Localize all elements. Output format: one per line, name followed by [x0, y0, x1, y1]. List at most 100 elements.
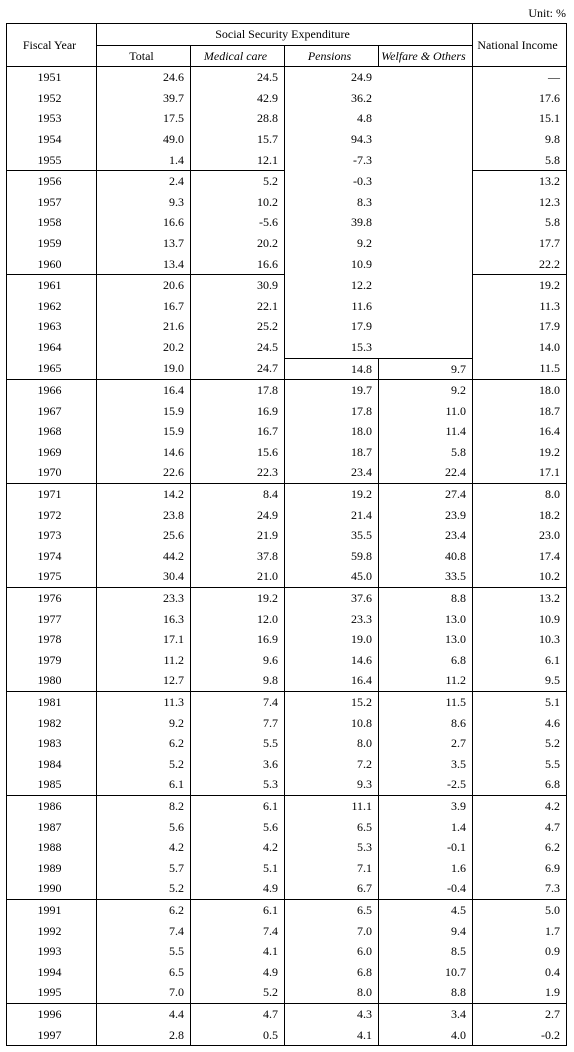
- cell-medical: 3.6: [191, 754, 285, 775]
- cell-welfare: 23.9: [379, 505, 473, 526]
- cell-pensions-merged: 15.3: [285, 337, 473, 358]
- cell-total: 8.2: [97, 795, 191, 816]
- cell-medical: 7.7: [191, 713, 285, 734]
- cell-welfare: 11.5: [379, 692, 473, 713]
- cell-year: 1961: [7, 275, 97, 296]
- cell-national-income: 1.9: [473, 982, 567, 1003]
- cell-medical: 17.8: [191, 380, 285, 401]
- cell-welfare: 3.4: [379, 1003, 473, 1024]
- cell-national-income: 17.4: [473, 546, 567, 567]
- cell-welfare: 10.7: [379, 962, 473, 983]
- cell-pensions: 6.7: [285, 878, 379, 899]
- cell-national-income: 18.7: [473, 401, 567, 422]
- cell-welfare: 11.0: [379, 401, 473, 422]
- cell-pensions: 23.4: [285, 462, 379, 483]
- cell-national-income: 6.8: [473, 774, 567, 795]
- cell-year: 1965: [7, 358, 97, 380]
- cell-national-income: 5.1: [473, 692, 567, 713]
- cell-national-income: 11.3: [473, 296, 567, 317]
- cell-national-income: 11.5: [473, 358, 567, 380]
- cell-year: 1987: [7, 817, 97, 838]
- cell-total: 39.7: [97, 88, 191, 109]
- cell-year: 1964: [7, 337, 97, 358]
- header-medical: Medical care: [191, 45, 285, 67]
- cell-welfare: 9.2: [379, 380, 473, 401]
- cell-welfare: 8.8: [379, 982, 473, 1003]
- cell-welfare: 13.0: [379, 629, 473, 650]
- cell-total: 16.7: [97, 296, 191, 317]
- cell-year: 1963: [7, 316, 97, 337]
- cell-national-income: 4.7: [473, 817, 567, 838]
- cell-year: 1994: [7, 962, 97, 983]
- cell-medical: 12.1: [191, 150, 285, 171]
- cell-pensions-merged: 9.2: [285, 233, 473, 254]
- cell-medical: 16.9: [191, 629, 285, 650]
- cell-year: 1973: [7, 525, 97, 546]
- cell-year: 1992: [7, 921, 97, 942]
- cell-pensions: 37.6: [285, 588, 379, 609]
- cell-medical: 4.7: [191, 1003, 285, 1024]
- cell-year: 1981: [7, 692, 97, 713]
- cell-pensions: 6.8: [285, 962, 379, 983]
- cell-national-income: 5.8: [473, 212, 567, 233]
- cell-national-income: 4.2: [473, 795, 567, 816]
- cell-pensions: 18.7: [285, 442, 379, 463]
- cell-pensions-merged: 12.2: [285, 275, 473, 296]
- cell-total: 6.1: [97, 774, 191, 795]
- cell-welfare: 13.0: [379, 609, 473, 630]
- cell-pensions: 11.1: [285, 795, 379, 816]
- cell-year: 1966: [7, 380, 97, 401]
- cell-total: 16.3: [97, 609, 191, 630]
- cell-welfare: 1.4: [379, 817, 473, 838]
- cell-year: 1986: [7, 795, 97, 816]
- cell-national-income: 5.8: [473, 150, 567, 171]
- cell-medical: 15.6: [191, 442, 285, 463]
- cell-year: 1983: [7, 733, 97, 754]
- cell-total: 5.6: [97, 817, 191, 838]
- cell-medical: 28.8: [191, 108, 285, 129]
- cell-pensions: 45.0: [285, 566, 379, 587]
- cell-total: 4.4: [97, 1003, 191, 1024]
- cell-welfare: 8.6: [379, 713, 473, 734]
- cell-total: 17.5: [97, 108, 191, 129]
- cell-national-income: 5.2: [473, 733, 567, 754]
- cell-medical: 37.8: [191, 546, 285, 567]
- cell-medical: 4.9: [191, 878, 285, 899]
- cell-total: 13.4: [97, 254, 191, 275]
- cell-national-income: 17.9: [473, 316, 567, 337]
- cell-medical: 10.2: [191, 192, 285, 213]
- cell-pensions: 8.0: [285, 982, 379, 1003]
- cell-national-income: 16.4: [473, 421, 567, 442]
- cell-year: 1995: [7, 982, 97, 1003]
- cell-medical: 42.9: [191, 88, 285, 109]
- cell-national-income: 17.1: [473, 462, 567, 483]
- cell-medical: 5.2: [191, 171, 285, 192]
- cell-national-income: 9.8: [473, 129, 567, 150]
- cell-total: 14.2: [97, 484, 191, 505]
- cell-pensions: 5.3: [285, 837, 379, 858]
- cell-pensions: 8.0: [285, 733, 379, 754]
- cell-national-income: 17.6: [473, 88, 567, 109]
- cell-medical: 22.1: [191, 296, 285, 317]
- cell-year: 1962: [7, 296, 97, 317]
- cell-pensions: 14.6: [285, 650, 379, 671]
- cell-medical: 25.2: [191, 316, 285, 337]
- cell-year: 1957: [7, 192, 97, 213]
- cell-total: 23.3: [97, 588, 191, 609]
- cell-welfare: 40.8: [379, 546, 473, 567]
- cell-national-income: 22.2: [473, 254, 567, 275]
- cell-medical: 5.6: [191, 817, 285, 838]
- header-pensions: Pensions: [285, 45, 379, 67]
- cell-national-income: 5.5: [473, 754, 567, 775]
- cell-medical: 24.5: [191, 337, 285, 358]
- cell-total: 2.8: [97, 1025, 191, 1046]
- cell-medical: 4.9: [191, 962, 285, 983]
- cell-total: 6.2: [97, 733, 191, 754]
- header-fiscal-year: Fiscal Year: [7, 24, 97, 67]
- cell-national-income: —: [473, 67, 567, 88]
- cell-year: 1970: [7, 462, 97, 483]
- cell-year: 1955: [7, 150, 97, 171]
- header-welfare: Welfare & Others: [379, 45, 473, 67]
- cell-medical: 21.9: [191, 525, 285, 546]
- cell-pensions: 6.5: [285, 817, 379, 838]
